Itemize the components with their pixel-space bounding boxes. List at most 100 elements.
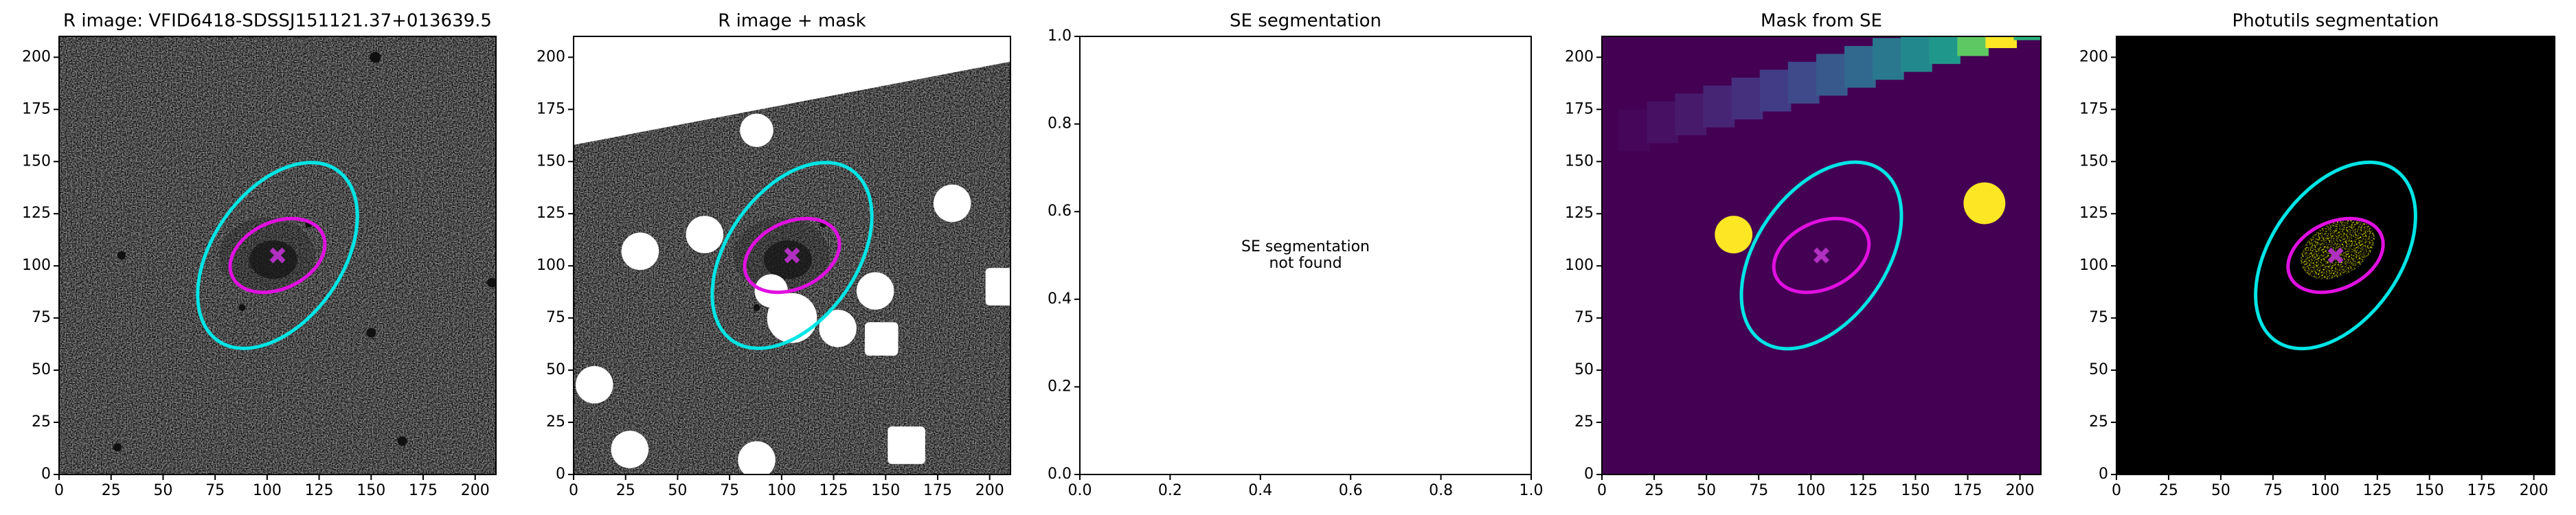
aperture-ellipse — [196, 161, 359, 350]
star — [366, 328, 376, 338]
mask-block — [1759, 69, 1792, 112]
y-tick-label: 0.0 — [1048, 466, 1072, 483]
x-tick-label: 175 — [1954, 482, 1982, 499]
plot-area — [59, 36, 496, 474]
y-tick-label: 150 — [1565, 152, 1594, 170]
x-tick-label: 0.0 — [1068, 482, 1092, 499]
mask-block — [1675, 93, 1707, 136]
y-tick-label: 0.2 — [1048, 378, 1072, 395]
star — [370, 52, 381, 63]
axes-frame — [573, 36, 1011, 475]
y-tick-label: 50 — [32, 361, 51, 378]
x-tick-label: 75 — [1749, 482, 1768, 499]
aperture-ellipse — [710, 161, 874, 350]
x-tick-label: 125 — [305, 482, 334, 499]
aperture-ellipse — [743, 216, 841, 295]
mask-circle — [767, 293, 817, 343]
star — [117, 251, 126, 260]
y-tick-label: 0.6 — [1048, 203, 1072, 220]
mask-block — [1731, 78, 1763, 119]
mask-square — [888, 426, 925, 464]
y-tick-label: 150 — [536, 152, 565, 170]
x-tick-label: 0.2 — [1158, 482, 1182, 499]
y-tick-label: 25 — [32, 413, 51, 431]
mask-circle — [1715, 216, 1753, 254]
x-tick-label: 75 — [720, 482, 739, 499]
x-tick-label: 100 — [767, 482, 796, 499]
axes-frame — [58, 36, 497, 475]
x-tick-label: 50 — [668, 482, 687, 499]
x-tick-label: 150 — [2415, 482, 2444, 499]
mask-square — [865, 322, 899, 356]
y-tick-label: 25 — [546, 413, 565, 431]
x-tick-label: 125 — [1849, 482, 1877, 499]
y-tick-label: 150 — [22, 152, 51, 170]
mask-circle — [1963, 182, 2006, 225]
y-tick-label: 0.8 — [1048, 115, 1072, 133]
x-tick-label: 1.0 — [1519, 482, 1544, 499]
aperture-ellipse — [228, 216, 327, 295]
y-tick-label: 50 — [2089, 361, 2108, 378]
mask-block — [1929, 36, 1961, 65]
mask-block — [2013, 36, 2041, 41]
y-tick-label: 50 — [546, 361, 565, 378]
mask-band — [574, 36, 1010, 145]
y-tick-label: 100 — [1565, 257, 1594, 274]
mask-circle — [819, 310, 857, 347]
y-tick-label: 0 — [1584, 466, 1594, 483]
aperture-ellipse — [2286, 216, 2385, 295]
panel-title: SE segmentation — [1230, 11, 1381, 32]
star — [238, 304, 246, 311]
y-tick-label: 125 — [536, 205, 565, 222]
y-tick-label: 175 — [2079, 100, 2108, 117]
x-tick-label: 200 — [461, 482, 490, 499]
mask-block — [1647, 101, 1679, 144]
panel-title: Photutils segmentation — [2233, 11, 2439, 32]
panel: 0 25 50 75 100 125 150 175 200 0 25 50 75 100 125 150 17… — [22, 11, 497, 499]
aperture-ellipse — [1772, 216, 1871, 295]
x-tick-label: 100 — [253, 482, 282, 499]
x-tick-label: 175 — [923, 482, 952, 499]
center-marker — [784, 247, 800, 264]
y-tick-label: 125 — [22, 205, 51, 222]
panel: 0 25 50 75 100 125 150 175 200 0 25 50 75 100 125 150 17… — [2079, 11, 2555, 499]
star — [397, 436, 407, 446]
x-tick-label: 0.4 — [1248, 482, 1272, 499]
plot-area — [574, 36, 1010, 474]
mask-block — [1816, 54, 1848, 96]
x-tick-label: 0 — [2112, 482, 2121, 499]
x-tick-label: 25 — [102, 482, 121, 499]
mask-square — [985, 268, 1010, 306]
panel-title: R image: VFID6418-SDSSJ151121.37+013639.… — [63, 11, 492, 32]
mask-circle — [933, 184, 971, 222]
y-tick-label: 75 — [546, 309, 565, 326]
panel-title: R image + mask — [718, 11, 866, 32]
y-tick-label: 125 — [2079, 205, 2108, 222]
x-tick-label: 50 — [153, 482, 172, 499]
axes-frame — [1601, 36, 2042, 475]
mask-block — [1618, 109, 1650, 152]
y-tick-label: 200 — [1565, 48, 1594, 65]
x-tick-label: 75 — [2263, 482, 2283, 499]
y-tick-label: 100 — [536, 257, 565, 274]
y-tick-label: 0 — [556, 466, 565, 483]
plot-area — [1602, 36, 2041, 474]
center-marker — [269, 247, 286, 264]
x-tick-label: 0 — [569, 482, 578, 499]
mask-circle — [856, 272, 894, 310]
y-tick-label: 0 — [2099, 466, 2108, 483]
x-tick-label: 50 — [2211, 482, 2230, 499]
x-tick-label: 75 — [205, 482, 225, 499]
aperture-ellipse — [2254, 160, 2417, 351]
annotation: SE segmentation not found — [1241, 238, 1370, 272]
segment-blob — [2301, 219, 2375, 279]
y-tick-label: 175 — [1565, 100, 1594, 117]
x-tick-label: 25 — [2159, 482, 2178, 499]
mask-circle — [686, 216, 724, 253]
y-tick-label: 75 — [1574, 309, 1594, 326]
annotation-line: not found — [1269, 255, 1342, 272]
x-tick-label: 100 — [1796, 482, 1825, 499]
y-tick-label: 0 — [41, 466, 51, 483]
